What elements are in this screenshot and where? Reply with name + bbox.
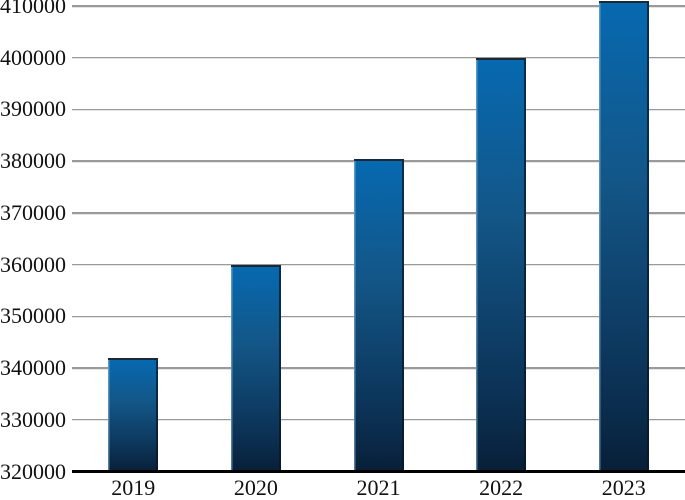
- x-axis-line: [72, 470, 685, 473]
- gridline-410000: [72, 5, 685, 7]
- x-axis-tick-label: 2022: [479, 475, 524, 500]
- bar-2019: [108, 357, 159, 472]
- y-axis-tick-label: 360000: [0, 251, 66, 277]
- y-axis-tick-label: 410000: [0, 0, 66, 18]
- gridline-390000: [72, 108, 685, 111]
- y-axis-tick-label: 330000: [0, 406, 66, 432]
- x-axis-tick-label: 2021: [356, 475, 401, 500]
- y-axis-tick-label: 380000: [0, 148, 66, 174]
- y-axis-tick-label: 400000: [0, 44, 66, 70]
- bar-2022: [476, 57, 527, 472]
- y-axis-tick-label: 350000: [0, 303, 66, 329]
- y-axis-tick-label: 340000: [0, 355, 66, 381]
- bar-2021: [353, 158, 404, 472]
- bar-2023: [598, 0, 649, 472]
- x-axis-tick-label: 2023: [601, 475, 646, 500]
- x-axis-tick-label: 2019: [111, 475, 156, 500]
- gridline-400000: [72, 57, 685, 59]
- y-axis-tick-label: 320000: [0, 458, 66, 484]
- x-axis-tick-label: 2020: [233, 475, 278, 500]
- y-axis-tick-label: 370000: [0, 199, 66, 225]
- y-axis-tick-label: 390000: [0, 96, 66, 122]
- bar-2020: [230, 264, 281, 472]
